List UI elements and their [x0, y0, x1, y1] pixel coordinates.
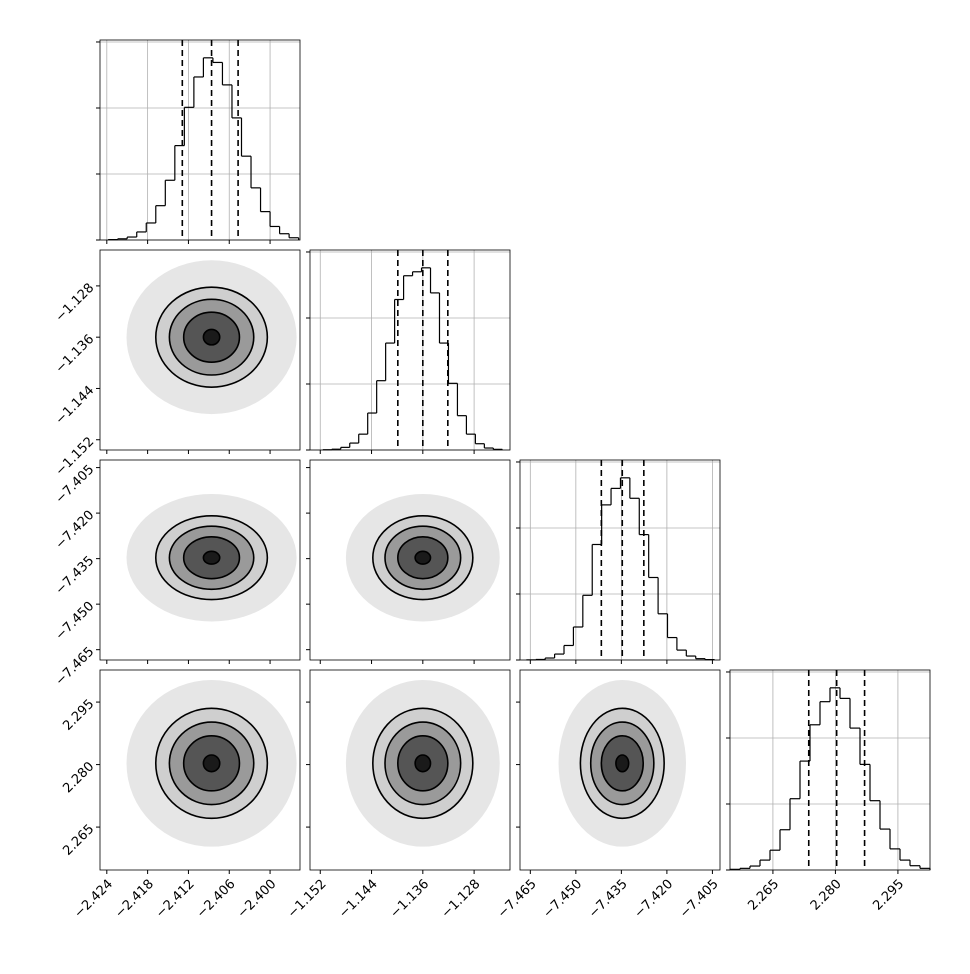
- panel-frame: [309, 249, 511, 451]
- x-tick-label: −7.465: [495, 877, 540, 922]
- panel-frame: [519, 459, 721, 661]
- x-tick-label: −7.405: [677, 877, 722, 922]
- panel-frame: [309, 669, 511, 871]
- x-tick-label: −2.418: [112, 877, 157, 922]
- y-tick-label: −7.450: [53, 599, 98, 644]
- x-tick-label: −2.400: [235, 877, 280, 922]
- x-tick-label: 2.295: [870, 877, 907, 914]
- y-tick-label: −7.420: [53, 508, 98, 553]
- y-tick-label: 2.295: [60, 697, 97, 734]
- y-tick-label: −7.435: [53, 553, 98, 598]
- x-tick-label: −2.412: [153, 877, 198, 922]
- y-tick-label: −1.136: [53, 332, 98, 377]
- x-tick-label: −2.406: [194, 877, 239, 922]
- contour: [615, 754, 630, 773]
- x-tick-label: 2.280: [808, 877, 845, 914]
- panel-frame: [99, 459, 301, 661]
- panel-frame: [99, 669, 301, 871]
- panel-frame: [99, 249, 301, 451]
- x-tick-label: −1.152: [285, 877, 330, 922]
- x-tick-label: −7.450: [541, 877, 586, 922]
- x-tick-label: 2.265: [745, 877, 782, 914]
- x-tick-label: −2.424: [71, 877, 116, 922]
- y-tick-label: −1.144: [53, 383, 98, 428]
- panel-frame: [309, 459, 511, 661]
- contour: [202, 550, 221, 565]
- x-tick-label: −7.435: [586, 877, 631, 922]
- contour: [202, 754, 221, 773]
- x-tick-label: −1.144: [336, 877, 381, 922]
- panel-frame: [99, 39, 301, 241]
- panel-frame: [729, 669, 931, 871]
- y-tick-label: −7.465: [53, 644, 98, 689]
- y-tick-label: −1.128: [53, 281, 98, 326]
- panel-frame: [519, 669, 721, 871]
- y-tick-label: 2.265: [60, 822, 97, 859]
- contour: [414, 754, 432, 773]
- x-tick-label: −1.128: [439, 877, 484, 922]
- x-tick-label: −1.136: [387, 877, 432, 922]
- contour: [202, 328, 221, 346]
- contour: [414, 550, 432, 565]
- y-tick-label: 2.280: [60, 759, 97, 796]
- x-tick-label: −7.420: [632, 877, 677, 922]
